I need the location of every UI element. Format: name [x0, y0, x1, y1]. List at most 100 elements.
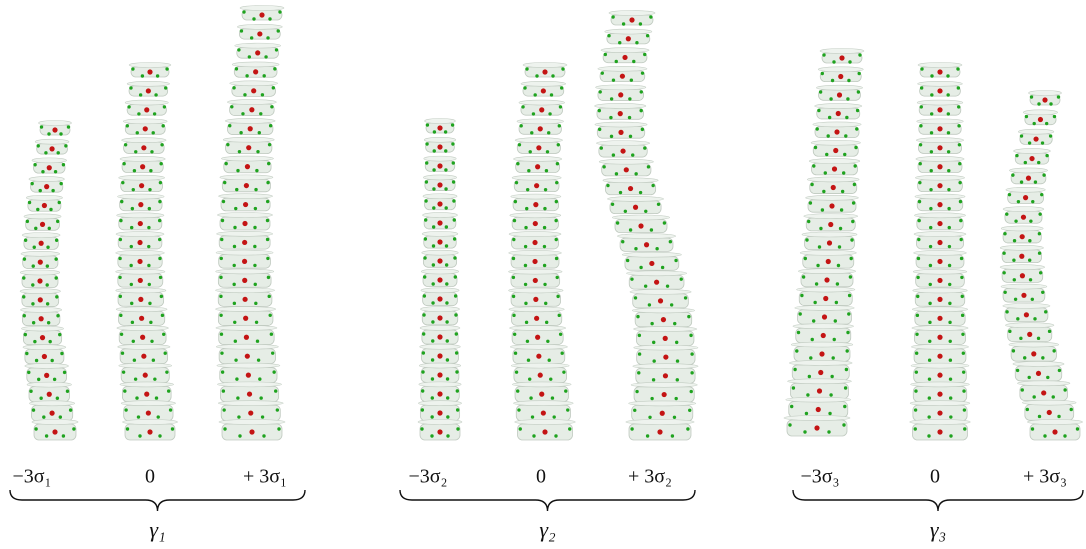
landmark-green	[456, 408, 459, 411]
process	[789, 360, 852, 365]
landmark-red	[660, 411, 665, 416]
landmark-red	[937, 429, 942, 434]
landmark-green	[949, 340, 952, 343]
process	[116, 269, 165, 274]
process	[418, 420, 462, 425]
landmark-green	[626, 259, 629, 262]
landmark-green	[431, 320, 434, 323]
landmark-green	[600, 146, 603, 149]
landmark-green	[641, 71, 644, 74]
process	[116, 307, 167, 312]
landmark-red	[662, 392, 667, 397]
landmark-green	[122, 162, 125, 165]
landmark-green	[262, 434, 265, 437]
landmark-red	[626, 36, 631, 41]
landmark-green	[273, 67, 276, 70]
process	[125, 100, 168, 105]
landmark-green	[234, 340, 237, 343]
landmark-red	[259, 12, 264, 17]
landmark-green	[514, 200, 517, 203]
landmark-green	[445, 263, 448, 266]
landmark-green	[958, 162, 961, 165]
landmark-green	[1013, 278, 1016, 281]
landmark-green	[680, 277, 683, 280]
spine	[910, 63, 971, 441]
landmark-red	[246, 145, 251, 150]
landmark-green	[425, 161, 428, 164]
process	[1003, 207, 1044, 212]
landmark-green	[278, 10, 281, 13]
landmark-green	[640, 90, 643, 93]
landmark-green	[141, 74, 144, 77]
landmark-green	[1039, 271, 1042, 274]
process	[216, 250, 273, 255]
landmark-green	[240, 29, 243, 32]
landmark-red	[144, 392, 149, 397]
landmark-green	[669, 240, 672, 243]
landmark-green	[136, 131, 139, 134]
landmark-green	[123, 389, 126, 392]
landmark-red	[1021, 293, 1026, 298]
landmark-green	[827, 134, 830, 137]
landmark-green	[220, 238, 223, 241]
landmark-red	[143, 373, 148, 378]
landmark-green	[233, 264, 236, 267]
landmark-green	[133, 169, 136, 172]
process	[800, 250, 856, 255]
landmark-green	[524, 226, 527, 229]
landmark-green	[1042, 173, 1045, 176]
process	[424, 137, 456, 142]
landmark-green	[39, 189, 42, 192]
process	[117, 326, 169, 331]
process	[809, 159, 860, 164]
landmark-green	[266, 36, 269, 39]
landmark-green	[454, 294, 457, 297]
landmark-red	[831, 185, 836, 190]
landmark-red	[1036, 371, 1041, 376]
landmark-green	[222, 389, 225, 392]
landmark-green	[930, 131, 933, 134]
spine	[418, 119, 462, 441]
landmark-green	[137, 112, 140, 115]
landmark-green	[159, 162, 162, 165]
landmark-green	[805, 412, 808, 415]
landmark-green	[1019, 337, 1022, 340]
landmark-green	[256, 150, 259, 153]
process	[911, 382, 970, 387]
landmark-green	[805, 238, 808, 241]
landmark-green	[533, 93, 536, 96]
landmark-green	[119, 219, 122, 222]
landmark-green	[634, 172, 637, 175]
landmark-green	[271, 351, 274, 354]
landmark-green	[219, 314, 222, 317]
landmark-green	[446, 415, 449, 418]
landmark-green	[222, 408, 225, 411]
landmark-green	[946, 93, 949, 96]
mode-caption: γ₃	[930, 517, 946, 542]
landmark-green	[686, 427, 689, 430]
landmark-green	[610, 135, 613, 138]
landmark-green	[268, 295, 271, 298]
landmark-red	[47, 392, 52, 397]
landmark-green	[621, 240, 624, 243]
landmark-red	[542, 69, 547, 74]
landmark-red	[1042, 97, 1047, 102]
landmark-red	[937, 354, 942, 359]
landmark-green	[54, 257, 57, 260]
landmark-red	[49, 146, 54, 151]
landmark-green	[261, 93, 264, 96]
landmark-green	[1052, 349, 1055, 352]
landmark-green	[549, 377, 552, 380]
landmark-green	[961, 295, 964, 298]
landmark-red	[638, 223, 643, 228]
landmark-green	[1012, 259, 1015, 262]
landmark-green	[809, 356, 812, 359]
landmark-green	[63, 371, 66, 374]
landmark-green	[242, 10, 245, 13]
landmark-red	[536, 354, 541, 359]
landmark-green	[46, 264, 49, 267]
landmark-green	[545, 321, 548, 324]
landmark-green	[432, 187, 435, 190]
landmark-green	[916, 314, 919, 317]
landmark-green	[1038, 415, 1041, 418]
